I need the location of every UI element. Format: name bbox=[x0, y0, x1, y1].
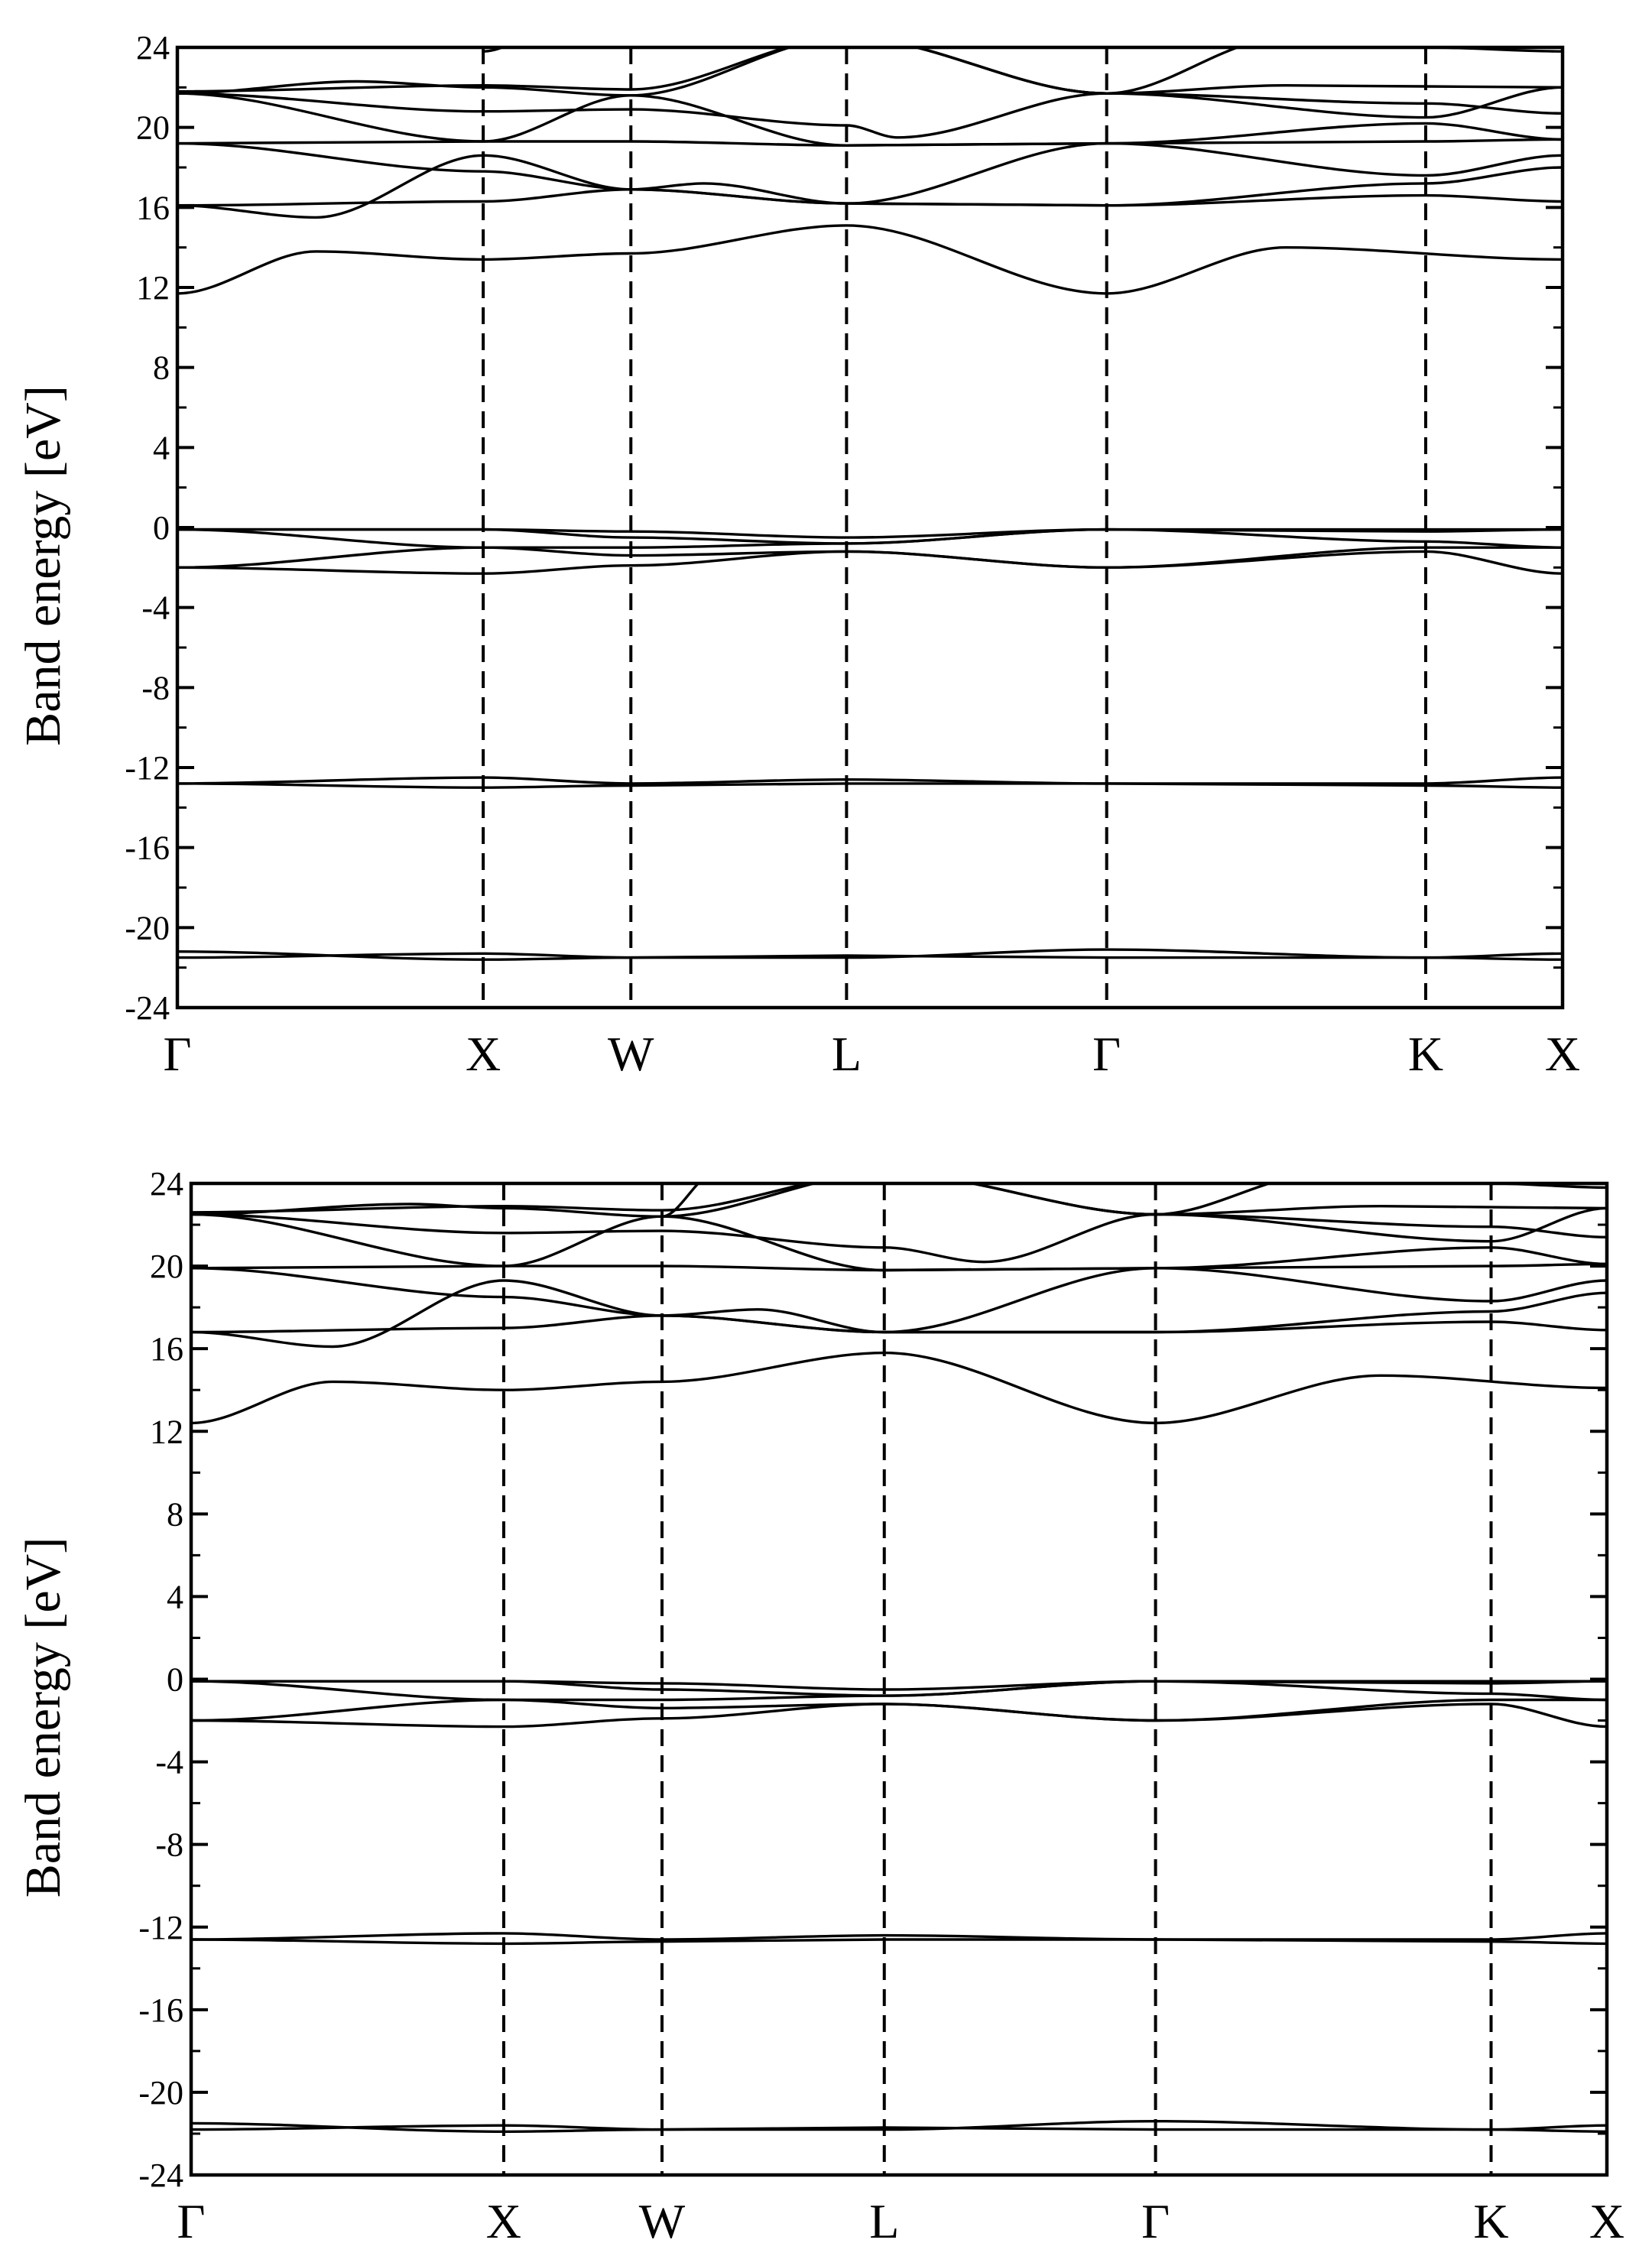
k-point-label: W bbox=[639, 2194, 686, 2248]
y-tick-label: -4 bbox=[155, 1744, 183, 1781]
y-tick-label: -12 bbox=[138, 1909, 183, 1946]
y-tick-label: 8 bbox=[167, 1495, 183, 1533]
band-line-16 bbox=[191, 1183, 1607, 1218]
y-tick-label: -8 bbox=[141, 669, 170, 706]
y-tick-label: -16 bbox=[138, 1991, 183, 2029]
k-point-label: X bbox=[1545, 1027, 1580, 1081]
band-line-18 bbox=[483, 47, 506, 53]
band-line-3 bbox=[191, 1938, 1607, 1946]
y-axis-label: Band energy [eV] bbox=[15, 1537, 71, 1898]
y-tick-label: -12 bbox=[125, 749, 170, 787]
bands-group bbox=[177, 47, 1563, 961]
band-line-15 bbox=[191, 1212, 1607, 1264]
k-point-label: Γ bbox=[1092, 1027, 1121, 1081]
y-axis-label: Band energy [eV] bbox=[15, 385, 71, 746]
y-tick-label: -24 bbox=[138, 2157, 183, 2194]
band-line-17 bbox=[191, 1183, 1607, 1243]
y-tick-label: -16 bbox=[125, 829, 170, 867]
band-line-12 bbox=[191, 1267, 1607, 1334]
k-point-label: K bbox=[1473, 2194, 1508, 2248]
k-point-label: Γ bbox=[1141, 2194, 1170, 2248]
band-line-11 bbox=[191, 1291, 1607, 1334]
k-point-label: L bbox=[832, 1027, 862, 1081]
band-line-9 bbox=[191, 1351, 1607, 1425]
y-tick-label: 24 bbox=[150, 1165, 183, 1203]
band-line-3 bbox=[177, 782, 1563, 789]
y-tick-label: -4 bbox=[141, 589, 170, 627]
y-tick-label: 20 bbox=[136, 109, 170, 147]
y-tick-label: -24 bbox=[125, 989, 170, 1027]
y-tick-label: 16 bbox=[136, 189, 170, 226]
y-tick-label: 8 bbox=[153, 349, 170, 387]
y-tick-label: 12 bbox=[136, 269, 170, 307]
y-tick-label: 0 bbox=[167, 1661, 183, 1699]
band-line-5 bbox=[177, 546, 1563, 570]
y-tick-label: 4 bbox=[167, 1578, 183, 1615]
k-point-label: Γ bbox=[177, 2194, 206, 2248]
bands-group bbox=[191, 1183, 1607, 2134]
y-tick-label: 0 bbox=[153, 509, 170, 547]
y-tick-label: -20 bbox=[138, 2074, 183, 2112]
band-line-9 bbox=[177, 224, 1563, 295]
y-tick-label: 4 bbox=[153, 429, 170, 466]
band-line-8 bbox=[191, 1680, 1607, 1691]
k-point-label: X bbox=[486, 2194, 521, 2248]
y-tick-label: 16 bbox=[150, 1330, 183, 1368]
k-point-label: X bbox=[1589, 2194, 1624, 2248]
y-tick-label: -8 bbox=[155, 1826, 183, 1864]
band-line-8 bbox=[177, 527, 1563, 539]
band-line-4 bbox=[191, 1703, 1607, 1729]
band-line-5 bbox=[191, 1698, 1607, 1722]
band-line-17 bbox=[177, 47, 1563, 119]
band-line-11 bbox=[177, 166, 1563, 207]
k-point-label: Γ bbox=[164, 1027, 192, 1081]
band-line-14 bbox=[191, 1212, 1607, 1272]
band-line-2 bbox=[191, 1932, 1607, 1941]
band-line-4 bbox=[177, 550, 1563, 575]
k-point-label: L bbox=[869, 2194, 899, 2248]
k-point-label: W bbox=[608, 1027, 654, 1081]
y-tick-label: -20 bbox=[125, 909, 170, 946]
band-line-15 bbox=[177, 92, 1563, 139]
plot-frame bbox=[175, 45, 1565, 1010]
band-line-1 bbox=[177, 952, 1563, 961]
band-line-14 bbox=[177, 92, 1563, 147]
band-line-16 bbox=[177, 47, 1563, 97]
band-line-19 bbox=[966, 1183, 1274, 1216]
y-tick-label: 20 bbox=[150, 1248, 183, 1285]
band-line-12 bbox=[177, 141, 1563, 205]
k-point-label: X bbox=[466, 1027, 501, 1081]
k-point-label: K bbox=[1408, 1027, 1443, 1081]
y-tick-label: 24 bbox=[136, 29, 170, 67]
band-line-18 bbox=[661, 1183, 700, 1218]
y-tick-label: 12 bbox=[150, 1413, 183, 1450]
